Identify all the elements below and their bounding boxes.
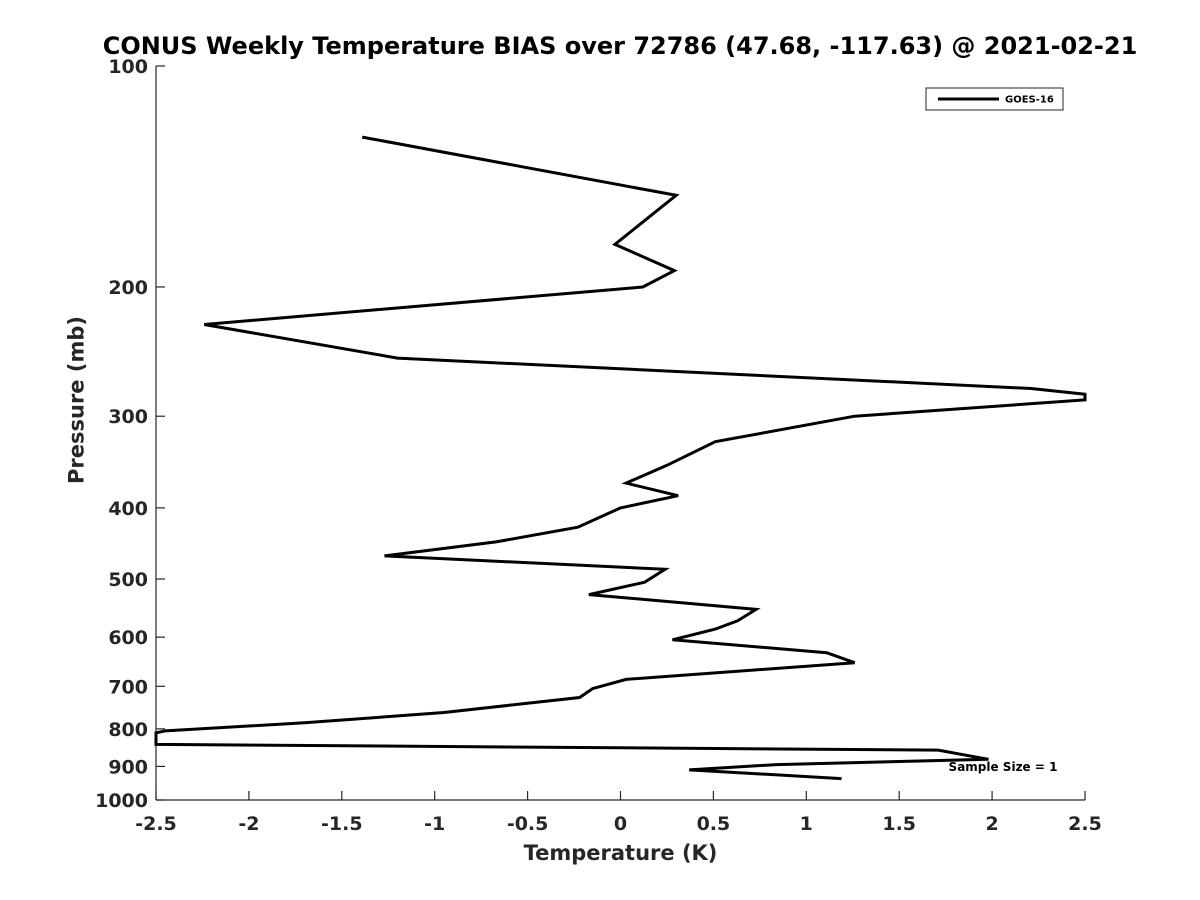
y-tick-label: 500 [108,569,148,591]
x-axis-label: Temperature (K) [524,841,718,865]
x-tick-label: 1.5 [882,813,916,835]
y-tick-label: 700 [108,676,148,698]
x-tick-label: 1 [800,813,813,835]
x-tick-label: 2.5 [1068,813,1102,835]
x-tick-label: 2 [985,813,998,835]
x-tick-label: -1 [424,813,445,835]
x-tick-label: 0.5 [697,813,731,835]
y-axis-label: Pressure (mb) [64,316,88,484]
y-axis-ticks: 100 200 300 400 500 600 700 800 900 1000 [95,56,165,812]
x-tick-label: -2 [238,813,259,835]
y-tick-label: 1000 [95,790,148,812]
y-tick-label: 800 [108,719,148,741]
y-tick-label: 200 [108,277,148,299]
legend-label-goes-16: GOES-16 [1005,95,1054,106]
y-tick-label: 100 [108,56,148,78]
x-tick-label: 0 [614,813,627,835]
x-tick-label: -1.5 [321,813,363,835]
y-tick-label: 300 [108,406,148,428]
x-axis-ticks: -2.5 -2 -1.5 -1 -0.5 0 0.5 1 1.5 2 2.5 [135,791,1102,835]
sample-size-annotation: Sample Size = 1 [949,760,1058,774]
x-tick-label: -2.5 [135,813,177,835]
series-line-goes-16 [154,135,1087,781]
y-tick-label: 900 [108,756,148,778]
plot-area: -2.5 -2 -1.5 -1 -0.5 0 0.5 1 1.5 2 2.5 100 200 300 40… [95,56,1102,835]
y-tick-label: 400 [108,498,148,520]
x-tick-label: -0.5 [507,813,549,835]
chart-title: CONUS Weekly Temperature BIAS over 72786… [103,32,1138,60]
y-tick-label: 600 [108,627,148,649]
legend: GOES-16 [925,87,1064,111]
